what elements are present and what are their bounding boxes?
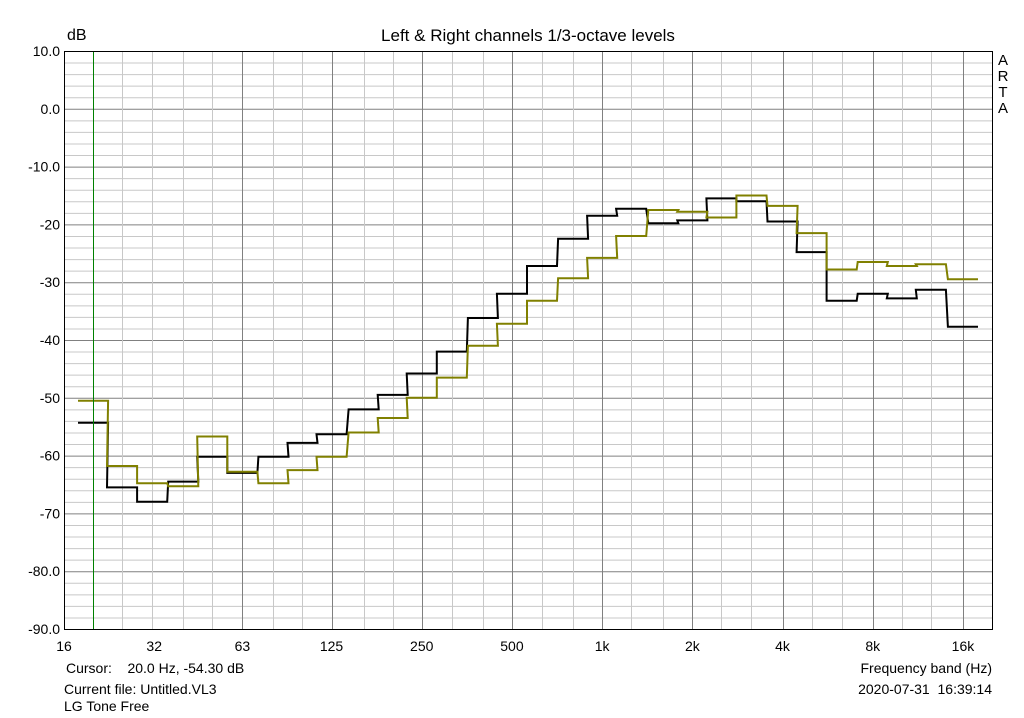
grid	[64, 51, 993, 630]
x-tick-label: 32	[146, 638, 162, 654]
y-tick-label: 10.0	[33, 43, 60, 59]
x-tick-label: 16	[56, 638, 72, 654]
y-tick-label: -50	[40, 390, 60, 406]
y-tick-label: -60	[40, 448, 60, 464]
x-tick-label: 500	[500, 638, 524, 654]
y-tick-label: -80.0	[28, 563, 60, 579]
y-tick-label: -70	[40, 505, 60, 521]
x-tick-label: 250	[410, 638, 434, 654]
chart-title: Left & Right channels 1/3-octave levels	[381, 26, 675, 45]
x-tick-label: 8k	[865, 638, 881, 654]
x-tick-label: 2k	[685, 638, 701, 654]
x-axis-label: Frequency band (Hz)	[860, 660, 992, 676]
series-line-right-channel	[78, 194, 978, 488]
brand-letter: A	[997, 52, 1008, 69]
y-axis-label: dB	[67, 27, 87, 44]
series-group	[78, 194, 978, 503]
timestamp: 2020-07-31 16:39:14	[858, 681, 992, 697]
plot-frame	[64, 51, 993, 630]
y-tick-labels: 10.0 0.0 -10.0 -20 -30 -40 -50 -60 -70 -80.0 -90.0	[28, 43, 60, 637]
y-tick-label: -10.0	[28, 159, 60, 175]
current-file: Current file: Untitled.VL3	[64, 681, 217, 697]
brand-logo: A R T A	[996, 53, 1010, 117]
x-tick-label: 125	[320, 638, 344, 654]
x-tick-label: 16k	[952, 638, 976, 654]
y-tick-label: -40	[40, 332, 60, 348]
x-tick-labels: 16 32 63 125 250 500 1k 2k 4k 8k 16k	[56, 638, 975, 654]
device-name: LG Tone Free	[64, 698, 150, 714]
brand-letter: A	[997, 100, 1008, 117]
y-tick-label: -30	[40, 274, 60, 290]
x-tick-label: 63	[235, 638, 251, 654]
x-tick-label: 1k	[595, 638, 611, 654]
y-tick-label: -90.0	[28, 621, 60, 637]
brand-letter: R	[997, 68, 1009, 85]
cursor-readout: Cursor: 20.0 Hz, -54.30 dB	[66, 660, 245, 676]
y-tick-label: -20	[40, 216, 60, 232]
brand-letter: T	[998, 84, 1008, 101]
y-tick-label: 0.0	[41, 101, 61, 117]
x-tick-label: 4k	[775, 638, 791, 654]
